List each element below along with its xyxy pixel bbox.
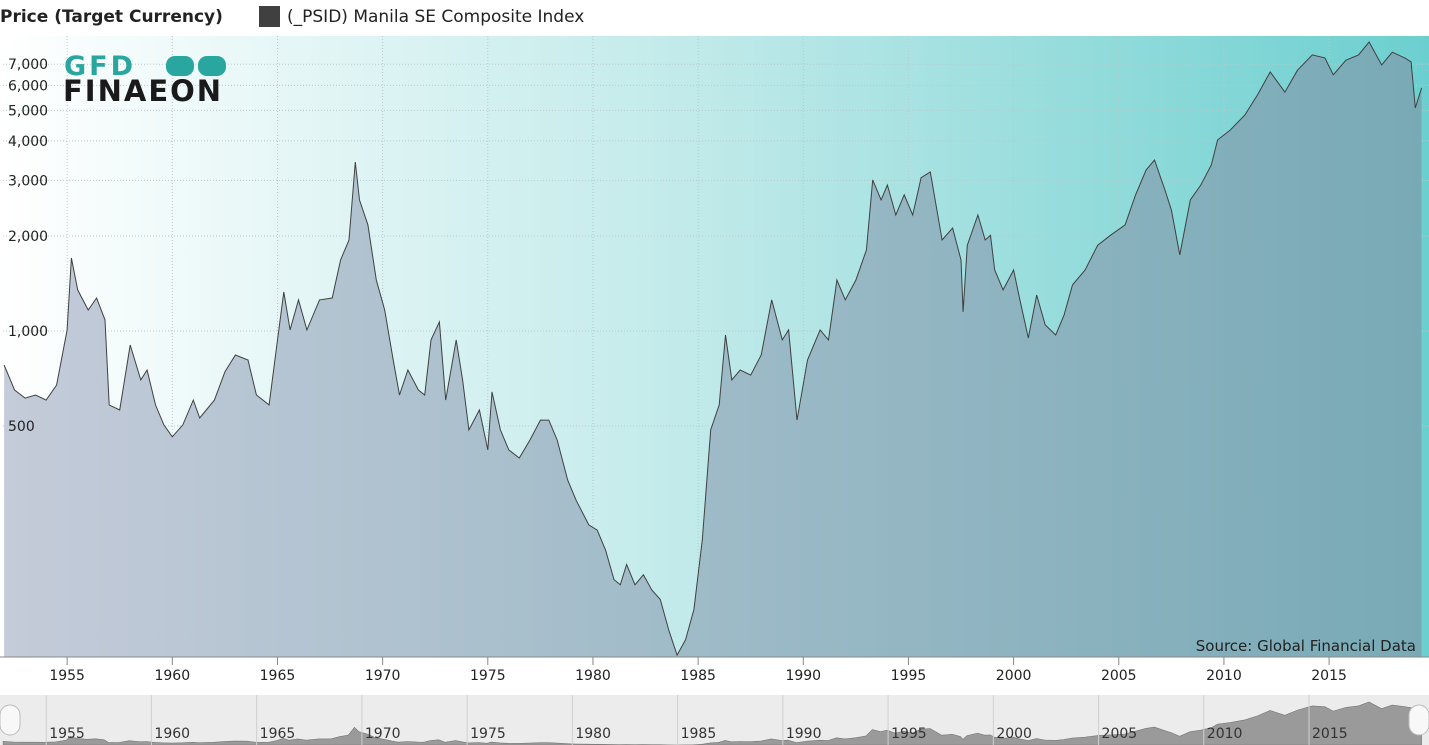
navigator-tick-label: 1960 [154, 726, 190, 742]
x-axis: 1955 1960 1965 1970 1975 1980 1985 1990 1995 2000… [49, 657, 1347, 684]
x-tick-label: 1995 [891, 668, 927, 684]
y-tick-label: 3,000 [8, 173, 48, 189]
x-tick-label: 1975 [470, 668, 506, 684]
navigator-tick-label: 1995 [891, 726, 927, 742]
x-tick-label: 2005 [1101, 668, 1137, 684]
y-tick-label: 7,000 [8, 57, 48, 73]
y-tick-label: 500 [8, 419, 35, 435]
navigator-handle[interactable] [0, 704, 21, 736]
x-tick-label: 1970 [365, 668, 401, 684]
navigator-tick-label: 2015 [1312, 726, 1348, 742]
navigator-tick-label: 1985 [681, 726, 717, 742]
source: Source: Global Financial Data [1196, 637, 1416, 655]
navigator-tick-label: 1955 [49, 726, 85, 742]
x-tick-label: 1980 [575, 668, 611, 684]
logo-bottom: FINAEON [63, 74, 223, 108]
legend-swatch[interactable] [259, 6, 280, 27]
logo-top: GFD [64, 51, 136, 82]
y-tick-label: 5,000 [8, 103, 48, 119]
navigator-tick-label: 2010 [1207, 726, 1243, 742]
navigator-tick-label: 2000 [996, 726, 1032, 742]
logo-leaf [198, 56, 226, 76]
logo-leaf [166, 56, 194, 76]
navigator-handle[interactable] [1408, 704, 1429, 736]
y-tick-label: 2,000 [8, 229, 48, 245]
navigator-tick-label: 1990 [786, 726, 822, 742]
plot-area [3, 41, 1423, 657]
navigator-tick-label: 1965 [260, 726, 296, 742]
navigator-tick-label: 1980 [575, 726, 611, 742]
y-tick-label: 4,000 [8, 134, 48, 150]
legend-label[interactable]: (_PSID) Manila SE Composite Index [287, 7, 584, 27]
chart-title: Price (Target Currency) [0, 7, 223, 27]
x-tick-label: 1965 [260, 668, 296, 684]
line [3, 41, 1423, 657]
x-tick-label: 1960 [154, 668, 190, 684]
x-tick-label: 1985 [680, 668, 716, 684]
x-tick-label: 1990 [785, 668, 821, 684]
navigator-tick-label: 1975 [470, 726, 506, 742]
navigator-tick-label: 2005 [1102, 726, 1138, 742]
x-tick-label: 1955 [49, 668, 85, 684]
y-axis: 500 1,000 2,000 3,000 4,000 5,000 6,000 7,000 [8, 57, 48, 435]
area [4, 42, 1422, 657]
y-tick-label: 6,000 [8, 78, 48, 94]
navigator-tick-label: 1970 [365, 726, 401, 742]
y-tick-label: 1,000 [8, 324, 48, 340]
x-tick-label: 2000 [996, 668, 1032, 684]
x-tick-label: 2015 [1311, 668, 1347, 684]
x-tick-label: 2010 [1206, 668, 1242, 684]
